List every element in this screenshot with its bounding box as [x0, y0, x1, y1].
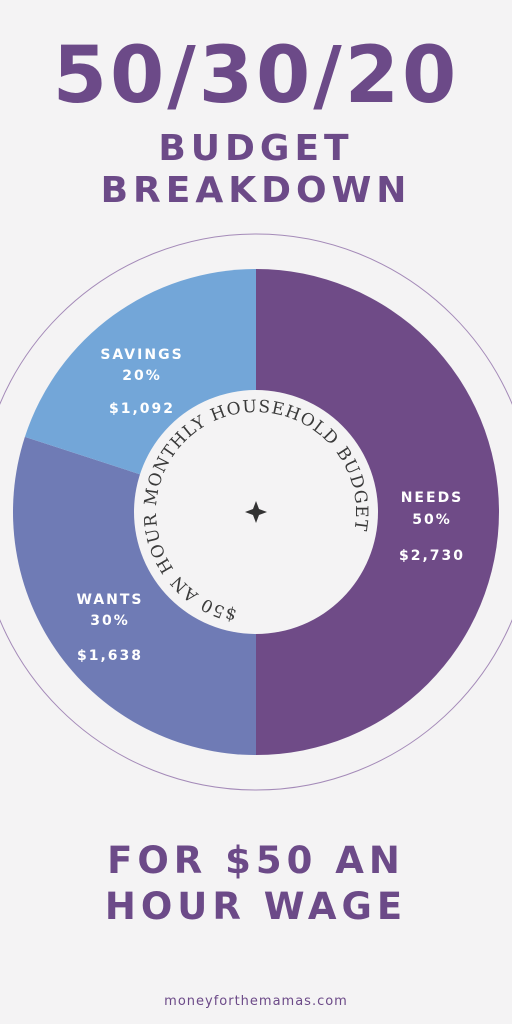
sparkle-icon — [245, 501, 267, 523]
slice-label-category-savings: SAVINGS — [100, 347, 183, 363]
slice-label-percent-wants: 30% — [90, 613, 130, 629]
outer-ring — [0, 233, 512, 791]
subtitle-line-1: BUDGET — [158, 128, 354, 169]
slice-label-amount-savings: $1,092 — [109, 401, 175, 417]
footer-line-2: HOUR WAGE — [104, 885, 408, 928]
slice-label-percent-savings: 20% — [122, 368, 162, 384]
site-url: moneyforthemamas.com — [164, 994, 348, 1009]
subtitle-line-2: BREAKDOWN — [100, 170, 412, 211]
budget-pie-chart: $50 AN HOUR MONTHLY HOUSEHOLD BUDGET NEE… — [0, 233, 512, 791]
slice-label-amount-wants: $1,638 — [77, 648, 143, 664]
page-subtitle: BUDGET BREAKDOWN — [0, 128, 512, 212]
footer-line-1: FOR $50 AN — [107, 839, 405, 882]
slice-label-category-needs: NEEDS — [401, 490, 464, 506]
page-title: 50/30/20 — [52, 31, 460, 121]
slice-label-percent-needs: 50% — [412, 512, 452, 528]
slice-label-category-wants: WANTS — [77, 592, 144, 608]
slice-label-amount-needs: $2,730 — [399, 548, 465, 564]
footer-title: FOR $50 AN HOUR WAGE — [0, 838, 512, 930]
